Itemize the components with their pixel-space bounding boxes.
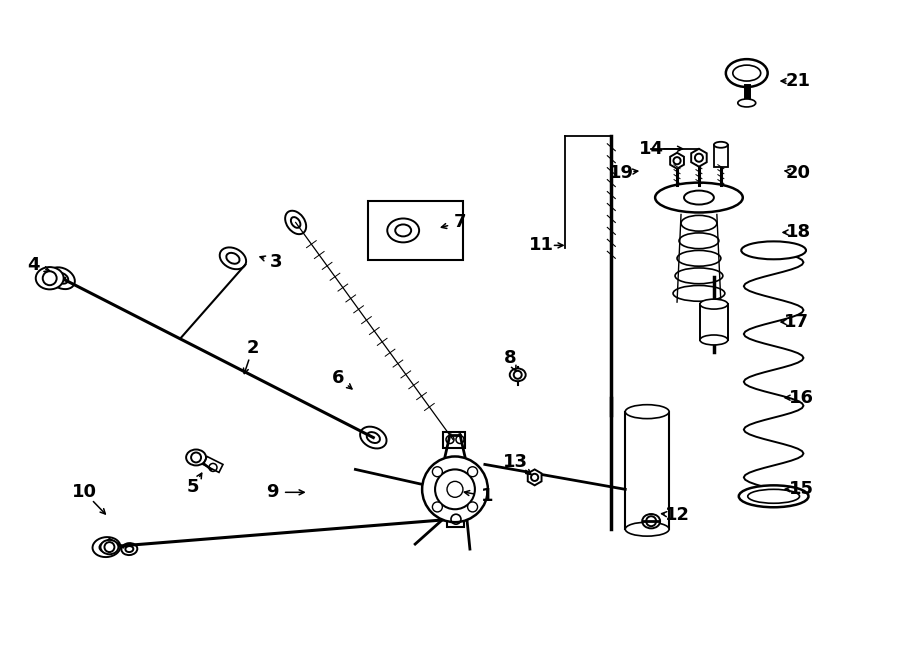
Circle shape xyxy=(468,502,478,512)
Ellipse shape xyxy=(738,99,756,107)
Ellipse shape xyxy=(714,142,728,148)
Text: 10: 10 xyxy=(72,483,97,501)
Text: 1: 1 xyxy=(481,487,493,505)
Text: 5: 5 xyxy=(187,479,199,496)
Polygon shape xyxy=(527,469,542,485)
Ellipse shape xyxy=(700,299,728,309)
Polygon shape xyxy=(670,153,684,169)
Text: 18: 18 xyxy=(786,223,811,241)
Circle shape xyxy=(422,457,488,522)
Text: 2: 2 xyxy=(247,339,259,357)
Text: 20: 20 xyxy=(786,164,811,182)
Text: 8: 8 xyxy=(503,349,516,367)
Ellipse shape xyxy=(626,405,669,418)
Text: 6: 6 xyxy=(332,369,345,387)
Ellipse shape xyxy=(186,449,206,465)
Bar xyxy=(700,304,728,340)
Ellipse shape xyxy=(509,368,526,381)
Circle shape xyxy=(468,467,478,477)
Ellipse shape xyxy=(101,540,119,555)
Text: 13: 13 xyxy=(503,453,528,471)
Polygon shape xyxy=(691,149,707,167)
Ellipse shape xyxy=(655,182,742,212)
Circle shape xyxy=(432,467,443,477)
Text: 16: 16 xyxy=(789,389,814,407)
Text: 4: 4 xyxy=(28,256,40,274)
Ellipse shape xyxy=(700,335,728,345)
Text: 9: 9 xyxy=(266,483,279,501)
Text: 14: 14 xyxy=(639,139,663,158)
Circle shape xyxy=(432,502,443,512)
Text: 12: 12 xyxy=(664,506,689,524)
Text: 3: 3 xyxy=(269,253,282,271)
Bar xyxy=(714,145,728,167)
Text: 7: 7 xyxy=(454,214,466,231)
Ellipse shape xyxy=(725,59,768,87)
Text: 17: 17 xyxy=(784,313,809,331)
Text: 19: 19 xyxy=(608,164,634,182)
Ellipse shape xyxy=(643,514,660,528)
Text: 21: 21 xyxy=(786,72,811,90)
Ellipse shape xyxy=(36,267,64,290)
Ellipse shape xyxy=(739,485,808,507)
Text: 15: 15 xyxy=(789,481,814,498)
Text: 11: 11 xyxy=(529,237,554,254)
Bar xyxy=(368,200,463,260)
Ellipse shape xyxy=(626,522,669,536)
Ellipse shape xyxy=(742,241,806,259)
Bar xyxy=(626,412,669,529)
